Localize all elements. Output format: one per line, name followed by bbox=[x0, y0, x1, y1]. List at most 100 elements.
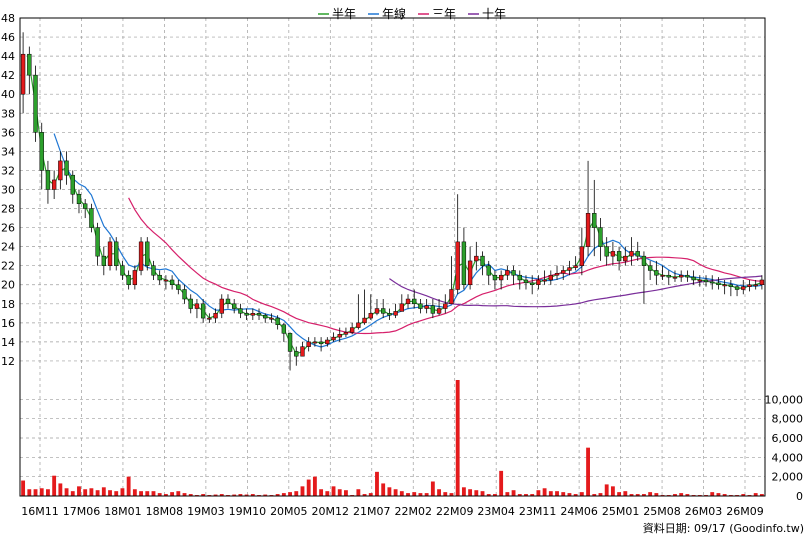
legend-label: 半年 bbox=[332, 7, 356, 21]
price-tick-label: 24 bbox=[1, 241, 15, 254]
candle-body bbox=[138, 241, 144, 271]
candle-body bbox=[616, 251, 622, 262]
volume-bar bbox=[412, 492, 417, 496]
volume-bar bbox=[70, 491, 75, 496]
candle-body bbox=[70, 174, 75, 195]
volume-bar bbox=[629, 494, 634, 496]
candle-body bbox=[548, 274, 553, 281]
candlesticks bbox=[20, 32, 765, 371]
candle-body bbox=[753, 284, 758, 287]
volume-bar bbox=[430, 481, 435, 496]
legend-label: 年線 bbox=[382, 6, 406, 21]
legend-label: 三年 bbox=[432, 7, 456, 21]
volume-tick-label: 10,000 bbox=[765, 393, 804, 406]
volume-tick-label: 0 bbox=[796, 490, 803, 503]
volume-bar bbox=[685, 494, 690, 496]
volume-bar bbox=[132, 489, 137, 496]
x-tick-label: 17M06 bbox=[63, 505, 101, 518]
candle-body bbox=[461, 241, 467, 285]
candle-body bbox=[256, 313, 262, 316]
volume-bar bbox=[294, 491, 299, 496]
volume-tick-label: 2,000 bbox=[772, 471, 804, 484]
candle-body bbox=[83, 203, 88, 209]
candle-body bbox=[250, 313, 255, 316]
candle-body bbox=[331, 336, 336, 341]
volume-bar bbox=[368, 493, 373, 496]
candle-body bbox=[697, 279, 702, 282]
volume-bar bbox=[46, 489, 50, 496]
volume-bar bbox=[263, 494, 268, 496]
candle-body bbox=[685, 274, 690, 278]
x-tick-label: 21M07 bbox=[353, 505, 391, 518]
x-tick-label: 20M12 bbox=[312, 505, 350, 518]
candle-body bbox=[672, 276, 678, 279]
price-tick-label: 26 bbox=[1, 222, 15, 235]
volume-bar bbox=[381, 483, 386, 496]
volume-bar bbox=[325, 491, 330, 496]
volume-bar bbox=[468, 489, 473, 496]
volume-bar bbox=[126, 476, 131, 496]
candle-body bbox=[51, 179, 57, 190]
x-tick-label: 22M02 bbox=[394, 505, 432, 518]
candle-body bbox=[635, 251, 640, 257]
volume-bar bbox=[480, 491, 485, 496]
volume-bar bbox=[393, 489, 398, 496]
volume-bar bbox=[635, 494, 640, 496]
volume-bar bbox=[306, 479, 311, 496]
price-tick-label: 28 bbox=[1, 203, 15, 216]
candle-body bbox=[467, 260, 473, 285]
volume-bar bbox=[219, 494, 224, 496]
volume-bar bbox=[716, 493, 721, 496]
x-tick-label: 22M09 bbox=[436, 505, 474, 518]
plot-frame bbox=[19, 17, 766, 497]
candle-body bbox=[126, 274, 131, 285]
volume-bar bbox=[437, 489, 441, 496]
volume-bar bbox=[722, 494, 727, 496]
candle-body bbox=[362, 317, 367, 324]
candle-body bbox=[58, 160, 63, 181]
candle-body bbox=[306, 341, 311, 347]
price-tick-label: 46 bbox=[1, 31, 15, 44]
volume-tick-label: 4,000 bbox=[772, 451, 804, 464]
volume-bar bbox=[281, 493, 286, 496]
volume-bar bbox=[604, 484, 609, 496]
x-tick-label: 26M03 bbox=[685, 505, 723, 518]
candle-body bbox=[530, 282, 535, 285]
x-tick-label: 20M05 bbox=[270, 505, 308, 518]
x-tick-label: 23M04 bbox=[477, 505, 515, 518]
volume-bar bbox=[108, 490, 112, 496]
volume-axis: 0 2,000 4,000 6,000 8,000 10,000 bbox=[765, 393, 804, 503]
x-tick-label: 26M09 bbox=[726, 505, 764, 518]
candle-body bbox=[145, 241, 150, 266]
x-tick-label: 18M08 bbox=[146, 505, 184, 518]
volume-bar bbox=[312, 476, 317, 496]
volume-bar bbox=[486, 494, 491, 496]
volume-bar bbox=[679, 493, 684, 496]
candle-body bbox=[95, 227, 100, 257]
volume-bar bbox=[114, 491, 119, 496]
candle-body bbox=[660, 274, 665, 277]
candle-body bbox=[623, 255, 628, 262]
candle-body bbox=[281, 324, 287, 334]
candle-body bbox=[399, 303, 404, 312]
candle-body bbox=[536, 279, 541, 285]
volume-bar bbox=[406, 493, 410, 496]
volume-bar bbox=[753, 493, 758, 496]
candle-body bbox=[430, 305, 436, 314]
volume-bar bbox=[505, 492, 510, 496]
candle-body bbox=[381, 308, 386, 314]
price-tick-label: 12 bbox=[1, 355, 15, 368]
volume-bar bbox=[517, 494, 522, 496]
candle-body bbox=[269, 317, 274, 320]
price-tick-label: 14 bbox=[1, 336, 15, 349]
volume-bar bbox=[244, 494, 249, 496]
candle-body bbox=[554, 273, 560, 276]
volume-bar bbox=[170, 492, 175, 496]
candle-body bbox=[39, 132, 44, 171]
candle-body bbox=[318, 341, 324, 345]
volume-bar bbox=[33, 489, 38, 496]
volume-bar bbox=[598, 493, 603, 496]
volume-bar bbox=[548, 491, 553, 496]
